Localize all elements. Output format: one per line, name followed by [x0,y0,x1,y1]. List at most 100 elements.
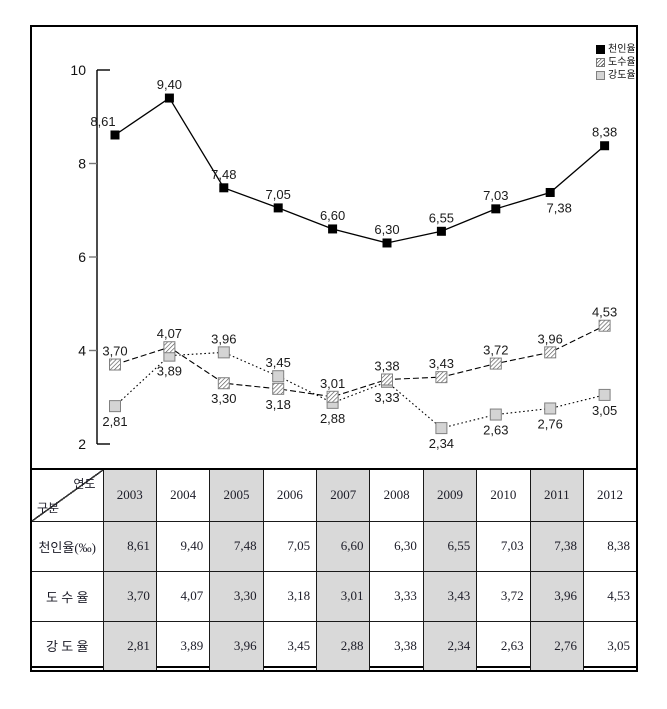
y-axis-tick-label: 4 [78,343,86,359]
black-square-icon [596,45,605,54]
year-header-cell: 2003 [102,468,157,522]
value-cell: 3,05 [583,620,638,672]
value-cell: 6,30 [369,520,424,572]
hatched-square-icon [596,58,605,67]
year-header-cell: 2007 [316,468,371,522]
data-table: 연도 구분 2003 2004 2005 2006 2007 2008 2009 2010 2011… [30,468,638,672]
data-label-천인율: 7,03 [483,188,508,203]
marker-gray-square [489,408,502,421]
year-header-cell: 2005 [209,468,264,522]
year-header-cell: 2008 [369,468,424,522]
marker-black-square [110,130,120,140]
data-label-강도율: 3,05 [592,403,617,418]
legend-label: 도수율 [608,57,636,68]
year-header-cell: 2004 [155,468,211,522]
data-label-강도율: 2,81 [102,414,127,429]
data-label-도수율: 3,72 [483,343,508,358]
y-axis-tick-label: 10 [70,62,86,78]
marker-hatched-square [489,357,502,370]
data-label-강도율: 2,63 [483,423,508,438]
data-label-천인율: 7,48 [211,167,236,182]
value-cell: 7,05 [262,520,318,572]
value-cell: 3,01 [316,570,371,622]
data-label-천인율: 7,05 [266,187,291,202]
marker-hatched-square [326,390,339,403]
data-label-천인율: 6,55 [429,210,454,225]
value-cell: 2,76 [529,620,585,672]
row-label-cell: 천인율(‰) [30,520,104,572]
value-cell: 2,63 [476,620,531,672]
marker-gray-square [109,400,121,413]
value-cell: 2,34 [422,620,478,672]
marker-hatched-square [109,358,121,371]
data-label-도수율: 3,38 [374,358,399,373]
corner-label-year: 연도 [73,477,96,491]
value-cell: 4,53 [583,570,638,622]
year-header-cell: 2012 [583,468,638,522]
legend-label: 천인율 [608,44,636,55]
marker-gray-square [544,402,557,415]
data-label-천인율: 6,60 [320,208,345,223]
marker-black-square [491,204,501,214]
row-label-cell: 도 수 율 [30,570,104,622]
marker-black-square [436,226,446,236]
year-header-cell: 2006 [262,468,318,522]
value-cell: 3,43 [422,570,478,622]
marker-black-square [545,187,555,197]
data-label-도수율: 3,96 [538,331,563,346]
value-cell: 3,30 [209,570,264,622]
value-cell: 3,33 [369,570,424,622]
data-label-강도율: 2,88 [320,411,345,426]
data-label-도수율: 3,01 [320,376,345,391]
legend-label: 강도율 [608,70,636,81]
marker-hatched-square [435,371,448,384]
marker-hatched-square [217,377,230,390]
value-cell: 8,38 [583,520,638,572]
data-label-천인율: 9,40 [157,77,182,92]
data-label-강도율: 3,45 [266,355,291,370]
marker-hatched-square [598,319,611,332]
marker-hatched-square [272,382,285,395]
data-label-도수율: 4,53 [592,305,617,320]
value-cell: 3,96 [209,620,264,672]
value-cell: 7,03 [476,520,531,572]
row-label-cell: 강 도 율 [30,620,104,672]
value-cell: 3,70 [102,570,157,622]
series-line-강도율 [114,351,605,429]
value-cell: 3,38 [369,620,424,672]
marker-gray-square [598,388,611,401]
data-label-도수율: 3,70 [102,344,127,359]
value-cell: 4,07 [155,570,211,622]
value-cell: 7,38 [529,520,585,572]
table-corner-cell: 연도 구분 [30,468,104,522]
data-label-도수율: 3,30 [211,391,236,406]
data-label-강도율: 3,96 [211,331,236,346]
value-cell: 3,72 [476,570,531,622]
value-cell: 6,55 [422,520,478,572]
legend-item-강도율: 강도율 [596,70,636,81]
data-label-천인율: 8,61 [90,114,115,129]
data-label-도수율: 4,07 [157,326,182,341]
data-label-도수율: 3,18 [266,397,291,412]
legend-item-도수율: 도수율 [596,57,636,68]
series-line-도수율 [114,325,605,398]
data-label-천인율: 7,38 [547,200,572,215]
marker-black-square [600,141,610,151]
marker-hatched-square [544,346,557,359]
year-header-cell: 2011 [529,468,585,522]
value-cell: 2,81 [102,620,157,672]
value-cell: 8,61 [102,520,157,572]
data-label-도수율: 3,43 [429,356,454,371]
data-label-강도율: 2,76 [538,416,563,431]
y-axis-tick-label: 6 [78,249,86,265]
data-label-강도율: 2,34 [429,436,454,451]
data-label-천인율: 8,38 [592,125,617,140]
table-row: 천인율(‰) 8,61 9,40 7,48 7,05 6,60 6,30 6,55 7,03 7,… [30,520,638,572]
value-cell: 3,18 [262,570,318,622]
y-axis-tick-label: 8 [78,156,86,172]
marker-gray-square [217,346,230,359]
marker-black-square [382,238,392,248]
